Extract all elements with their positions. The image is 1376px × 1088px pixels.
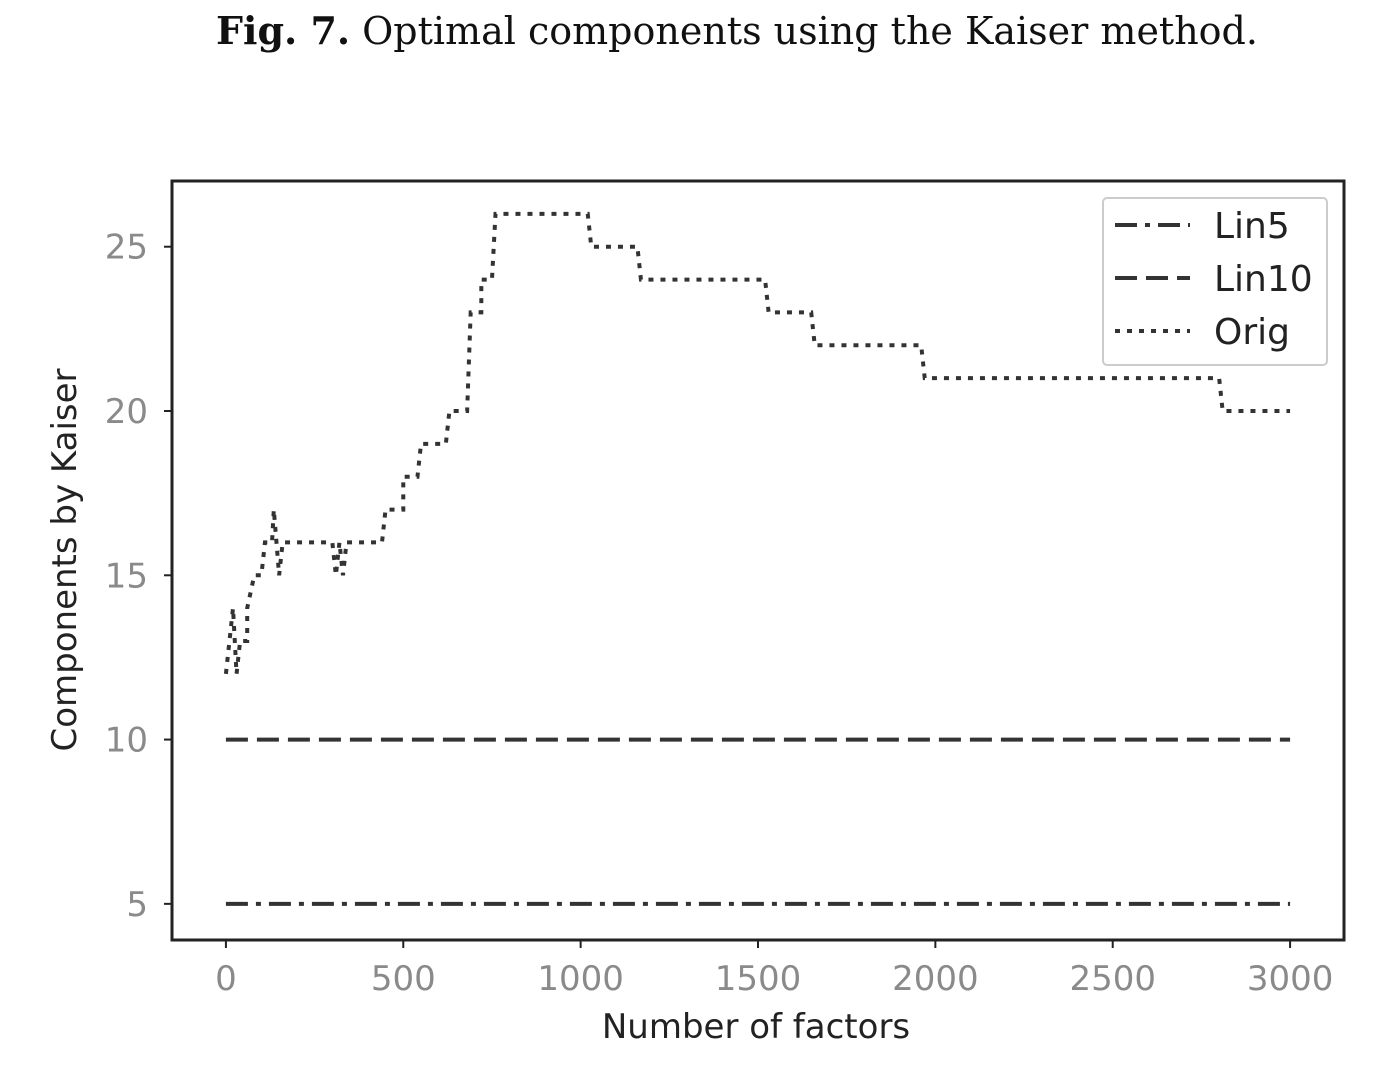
x-tick-label: 1000	[537, 959, 624, 999]
x-tick-label: 3000	[1247, 959, 1334, 999]
x-tick-label: 0	[215, 959, 237, 999]
caption: Fig. 7. Optimal components using the Kais…	[216, 8, 1258, 53]
y-tick-label: 25	[105, 228, 148, 268]
y-tick-label: 10	[105, 721, 148, 761]
y-tick-label: 5	[126, 885, 148, 925]
x-tick-label: 2500	[1069, 959, 1156, 999]
caption-label: Fig. 7.	[216, 8, 350, 53]
legend-label: Lin10	[1214, 259, 1313, 300]
x-axis-label: Number of factors	[602, 1007, 910, 1047]
x-tick-label: 500	[371, 959, 436, 999]
caption-text: Optimal components using the Kaiser meth…	[362, 9, 1258, 53]
legend-label: Lin5	[1214, 206, 1290, 247]
legend	[1102, 197, 1328, 366]
y-tick-label: 20	[105, 392, 148, 432]
x-tick-label: 2000	[892, 959, 979, 999]
y-axis-label: Components by Kaiser	[45, 368, 85, 751]
legend-label: Orig	[1214, 312, 1290, 353]
y-tick-label: 15	[105, 556, 148, 596]
x-tick-label: 1500	[715, 959, 802, 999]
series-line	[223, 211, 1291, 675]
